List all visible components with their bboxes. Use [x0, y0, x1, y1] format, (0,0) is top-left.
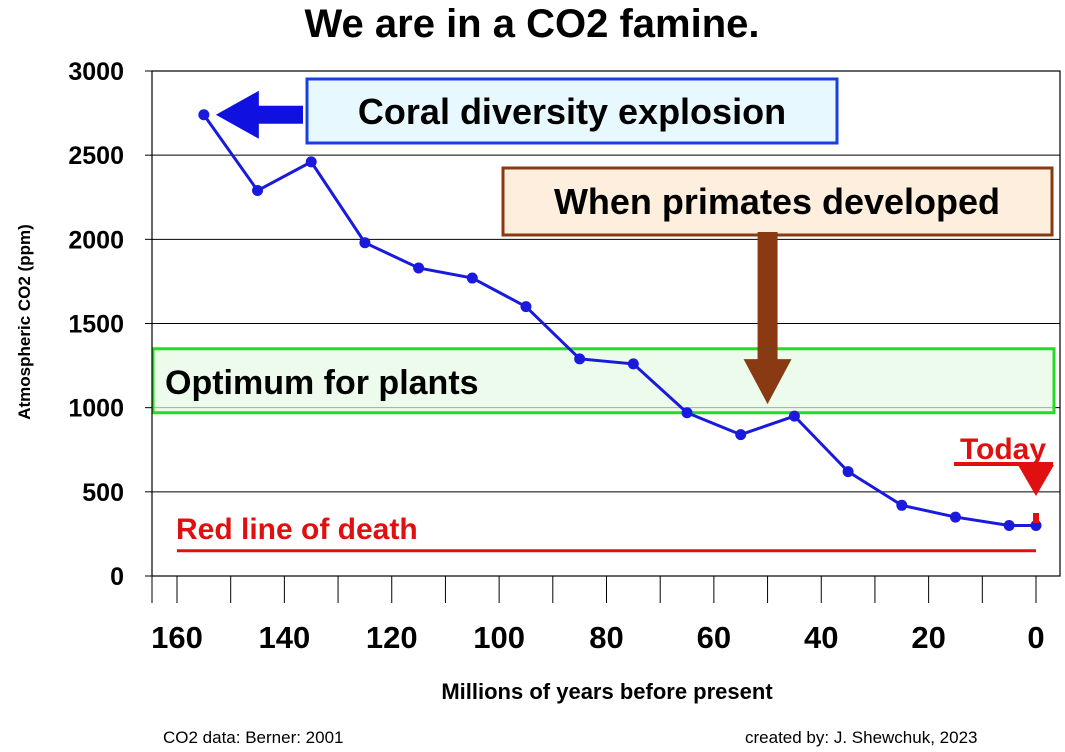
x-axis-label: Millions of years before present: [441, 679, 773, 704]
author-credit: created by: J. Shewchuk, 2023: [745, 728, 977, 747]
data-point-2: [305, 156, 317, 168]
optimum-band: Optimum for plants: [151, 347, 1056, 415]
data-point-13: [896, 499, 908, 511]
data-point-11: [788, 410, 800, 422]
data-point-8: [627, 358, 639, 370]
primates-label: When primates developed: [554, 181, 1000, 222]
data-point-9: [681, 407, 693, 419]
y-tick-label-0: 0: [110, 563, 124, 591]
data-point-7: [574, 353, 586, 365]
x-tick-label-160: 160: [151, 620, 203, 655]
y-tick-label-1500: 1500: [68, 311, 124, 339]
y-tick-labels: 0 500 1000 1500 2000 2500 3000: [68, 58, 152, 591]
coral-annotation: Coral diversity explosion: [215, 77, 839, 145]
chart-title: We are in a CO2 famine.: [305, 2, 760, 46]
y-tick-label-2500: 2500: [68, 142, 124, 170]
primates-annotation: When primates developed: [501, 166, 1054, 405]
today-annotation: Today: [954, 433, 1054, 523]
data-point-0: [198, 109, 210, 121]
x-tick-label-120: 120: [366, 620, 418, 655]
today-label: Today: [960, 433, 1046, 466]
x-tick-label-140: 140: [259, 620, 311, 655]
y-tick-label-3000: 3000: [68, 58, 124, 86]
x-tick-label-60: 60: [697, 620, 731, 655]
data-point-1: [252, 185, 264, 197]
x-tick-label-0: 0: [1027, 620, 1044, 655]
co2-series: [198, 109, 1042, 531]
data-point-5: [466, 272, 478, 284]
data-point-14: [949, 511, 961, 523]
coral-label: Coral diversity explosion: [358, 91, 786, 132]
coral-arrow: [215, 90, 303, 139]
y-tick-label-500: 500: [82, 479, 124, 507]
data-source-credit: CO2 data: Berner: 2001: [163, 728, 344, 747]
data-point-12: [842, 466, 854, 478]
data-point-3: [359, 237, 371, 249]
data-point-10: [735, 429, 747, 441]
x-tick-label-100: 100: [473, 620, 525, 655]
primates-box: [501, 166, 1054, 237]
death-line-label: Red line of death: [176, 513, 418, 546]
death-line-group: Red line of death: [176, 513, 1036, 553]
x-tick-label-80: 80: [589, 620, 623, 655]
data-point-6: [520, 301, 532, 313]
optimum-label: Optimum for plants: [165, 364, 479, 402]
data-point-15: [1003, 520, 1015, 531]
coral-box: [305, 77, 839, 145]
x-tick-label-20: 20: [911, 620, 945, 655]
x-tick-label-40: 40: [804, 620, 838, 655]
today-arrow: [1018, 465, 1054, 496]
primates-arrow: [743, 232, 792, 405]
optimum-band-rect: [151, 347, 1056, 415]
today-marker: [1033, 513, 1039, 523]
y-tick-label-1000: 1000: [68, 395, 124, 423]
data-point-4: [413, 262, 425, 274]
x-tick-labels: 160 140 120 100 80 60 40 20 0: [151, 576, 1045, 655]
y-axis-label: Atmospheric CO2 (ppm): [15, 224, 34, 420]
y-tick-label-2000: 2000: [68, 226, 124, 254]
